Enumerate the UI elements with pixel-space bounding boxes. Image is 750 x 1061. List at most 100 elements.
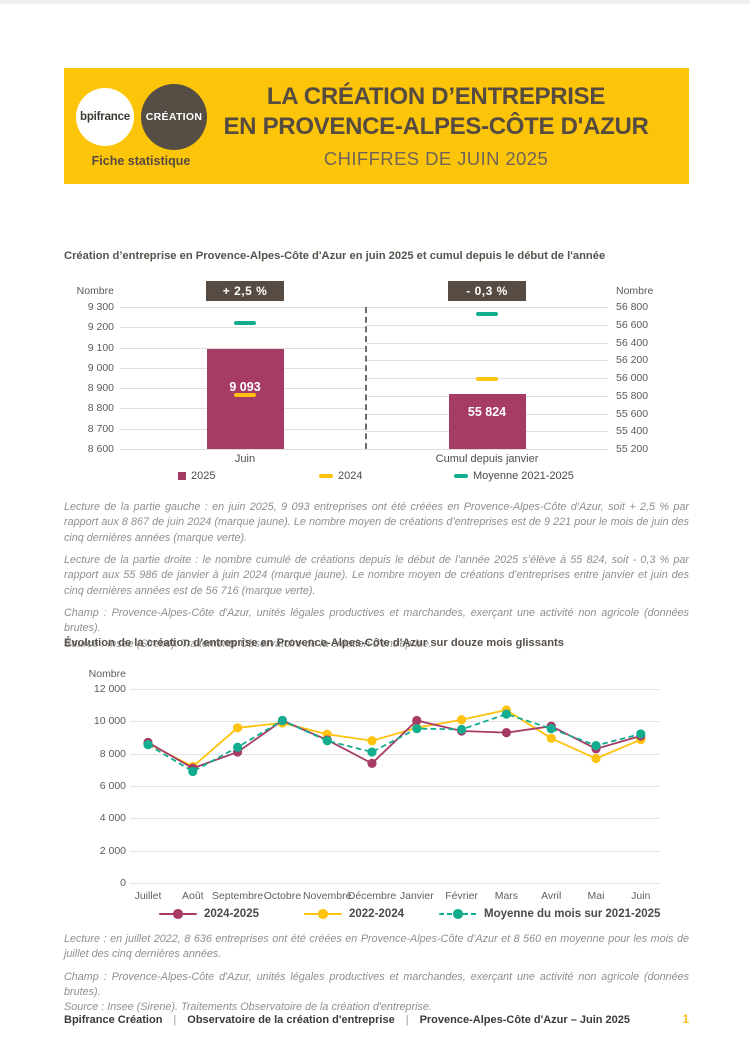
- footer-separator: |: [173, 1014, 177, 1026]
- series-line-2022-2024: [147, 709, 642, 768]
- line-plot: [143, 705, 646, 777]
- bpifrance-logo-text: bpifrance: [80, 111, 130, 123]
- legend-label: 2024: [338, 470, 363, 482]
- bar-2025: [448, 393, 526, 449]
- yellow-line-swatch: [304, 909, 342, 919]
- gridline: [366, 307, 608, 308]
- panel-divider: [365, 307, 367, 449]
- axis-unit-label: Nombre: [88, 668, 126, 680]
- y-axis-tick: 8 000: [99, 747, 126, 760]
- legend-item-2024-2025: 2024-2025: [159, 908, 259, 920]
- gridline: [366, 449, 608, 450]
- legend-label: 2025: [191, 470, 216, 482]
- left-axis-tick: 9 100: [87, 341, 114, 354]
- y-axis-tick: 2 000: [99, 844, 126, 857]
- header-band: bpifrance CRÉATION Fiche statistique LA …: [64, 68, 689, 184]
- month-label: Octobre: [263, 890, 302, 902]
- right-axis-tick: 55 400: [616, 425, 649, 438]
- month-label: Janvier: [399, 890, 434, 902]
- gridline: [120, 327, 366, 329]
- data-point-Moyenne du mois sur 2021-2025: [412, 724, 422, 734]
- data-point-Moyenne du mois sur 2021-2025: [233, 742, 243, 752]
- month-label: Mars: [494, 890, 519, 902]
- y-axis-tick: 10 000: [93, 715, 126, 728]
- data-point-2024-2025: [367, 758, 377, 768]
- legend-item-2024: 2024: [319, 470, 362, 482]
- bar-chart-title: Création d’entreprise en Provence-Alpes-…: [64, 250, 606, 262]
- page-number: 1: [682, 1014, 689, 1026]
- right-axis-tick: 56 000: [616, 372, 649, 384]
- data-point-2022-2024: [233, 723, 243, 733]
- series-line-2024-2025: [147, 719, 642, 770]
- line-chart-legend: 2024-2025 2022-2024 Moyenne du mois sur …: [64, 908, 689, 926]
- data-point-Moyenne du mois sur 2021-2025: [322, 736, 332, 746]
- marker-2024: [234, 392, 256, 397]
- creation-logo-text: CRÉATION: [145, 111, 203, 123]
- left-axis-tick: 8 700: [87, 422, 114, 435]
- teal-dash-swatch: [454, 474, 468, 478]
- line-chart-canvas: Nombre 12 000 10 000 8 000 6 000 4 000 2 000 0 J…: [64, 668, 689, 908]
- page-title-line2: EN PROVENCE-ALPES-CÔTE D'AZUR: [223, 113, 649, 140]
- creation-logo: CRÉATION: [141, 84, 207, 150]
- bar-value-label: 55 824: [467, 405, 507, 419]
- right-axis-tick: 56 400: [616, 336, 649, 349]
- left-axis-tick: 8 600: [87, 443, 114, 455]
- data-point-2022-2024: [591, 753, 601, 764]
- gridline: [120, 347, 366, 349]
- footer-brand: Bpifrance Création: [64, 1014, 163, 1026]
- left-axis-tick: 9 000: [87, 361, 114, 374]
- right-axis-tick: 56 600: [616, 318, 649, 331]
- chart1-notes: Lecture de la partie gauche : en juin 20…: [64, 500, 689, 652]
- series-line-Moyenne du mois sur 2021-2025: [147, 713, 642, 773]
- right-axis-tick: 55 200: [616, 443, 649, 455]
- month-label: Septembre: [211, 890, 264, 902]
- percent-change-badge: + 2,5 %: [206, 281, 284, 301]
- month-label: Décembre: [347, 890, 397, 902]
- source-note: Source : Insee (Sirene). Traitements Obs…: [64, 1001, 432, 1014]
- right-axis-tick: 56 800: [616, 301, 649, 313]
- marker-moyenne-2021-2025: [234, 321, 256, 326]
- maroon-square-swatch: [178, 472, 186, 480]
- right-axis-tick: 56 200: [616, 354, 649, 367]
- champ-note: Champ : Provence-Alpes-Côte d'Azur, unit…: [64, 606, 689, 635]
- legend-item-moyenne: Moyenne 2021-2025: [454, 470, 574, 482]
- data-point-Moyenne du mois sur 2021-2025: [591, 740, 601, 751]
- data-point-2022-2024: [457, 715, 467, 725]
- header-titles: LA CRÉATION D’ENTREPRISE EN PROVENCE-ALP…: [194, 82, 678, 170]
- legend-label: 2024-2025: [204, 908, 259, 920]
- y-axis-tick: 12 000: [93, 683, 126, 695]
- y-axis-tick: 0: [120, 877, 126, 889]
- chart2-notes: Lecture : en juillet 2022, 8 636 entrepr…: [64, 932, 689, 1016]
- marker-moyenne-2021-2025: [476, 312, 498, 317]
- gridline: [130, 753, 660, 755]
- teal-dashed-line-swatch: [439, 909, 477, 919]
- month-label: Juillet: [134, 890, 162, 902]
- left-axis-tick: 8 800: [87, 402, 114, 415]
- category-label: Juin: [234, 453, 256, 465]
- gridline: [120, 449, 366, 450]
- marker-2024: [476, 377, 498, 382]
- data-point-2024-2025: [412, 715, 422, 726]
- gridline: [130, 786, 660, 787]
- bar-chart-legend: 2025 2024 Moyenne 2021-2025: [64, 470, 689, 488]
- source-note: Source : Insee (Sirene). Traitements Obs…: [64, 637, 432, 650]
- line-chart-title: Évolution de la création d’entreprise en…: [64, 637, 564, 649]
- data-point-Moyenne du mois sur 2021-2025: [188, 766, 198, 777]
- footer: Bpifrance Création | Observatoire de la cr…: [64, 1014, 689, 1026]
- gridline: [130, 850, 660, 852]
- gridline: [366, 342, 608, 344]
- data-point-Moyenne du mois sur 2021-2025: [277, 715, 287, 726]
- gridline: [366, 360, 608, 362]
- bar-value-label: 9 093: [229, 380, 261, 394]
- month-label: Avril: [541, 890, 562, 902]
- gridline: [366, 324, 608, 326]
- footer-observatoire: Observatoire de la création d'entreprise: [187, 1014, 395, 1026]
- footer-region-date: Provence-Alpes-Côte d'Azur – Juin 2025: [419, 1014, 631, 1026]
- lecture-gauche-note: Lecture de la partie gauche : en juin 20…: [64, 501, 689, 544]
- y-axis-tick: 6 000: [99, 780, 126, 792]
- gridline: [130, 721, 660, 723]
- maroon-line-swatch: [159, 909, 197, 919]
- legend-item-2022-2024: 2022-2024: [304, 908, 404, 920]
- lecture-note: Lecture : en juillet 2022, 8 636 entrepr…: [64, 933, 689, 961]
